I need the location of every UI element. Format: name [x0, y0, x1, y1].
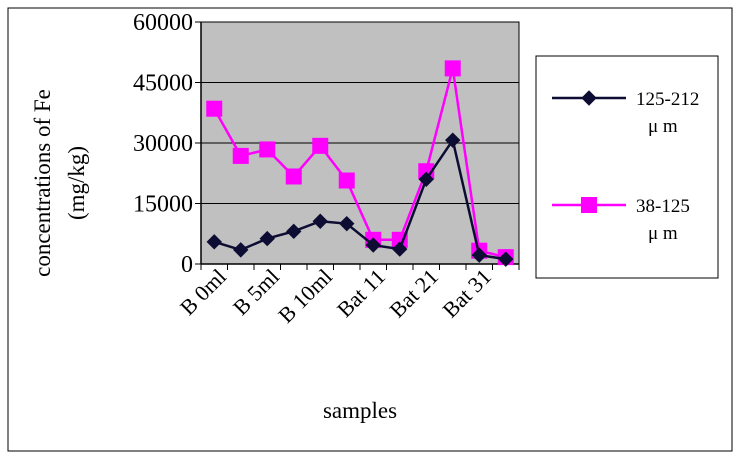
- y-tick-label: 45000: [133, 71, 193, 97]
- y-axis-title-line-1: concentrations of Fe: [30, 89, 55, 277]
- gridlines: [201, 21, 519, 204]
- series-2-point: [312, 137, 329, 154]
- x-axis-title: samples: [323, 398, 397, 423]
- series-2-point: [259, 141, 276, 158]
- legend: 125-212 μ m 38-125 μ m: [535, 55, 719, 279]
- legend-label-unit: μ m: [648, 116, 678, 137]
- legend-label-unit: μ m: [648, 223, 678, 244]
- series-1-point: [312, 213, 328, 229]
- y-tick-label: 60000: [133, 10, 193, 36]
- series-1-point: [206, 234, 222, 250]
- series-1-point: [498, 251, 514, 267]
- series-2-point: [206, 100, 223, 117]
- series-2-point: [232, 147, 249, 164]
- series-1-point: [286, 223, 302, 240]
- y-tick-label: 0: [181, 252, 193, 278]
- legend-item-2: 38-125 μ m: [552, 196, 690, 244]
- legend-item-1: 125-212 μ m: [552, 89, 699, 137]
- series-1-point: [339, 215, 355, 232]
- series-1-point: [445, 132, 461, 148]
- series-2-point: [285, 168, 302, 185]
- series-1-point: [365, 237, 381, 253]
- series-1-point: [471, 247, 487, 263]
- y-tick-label: 15000: [133, 192, 193, 218]
- y-tick-label: 30000: [133, 131, 193, 157]
- legend-box: [535, 55, 719, 279]
- series-1-point: [259, 230, 275, 247]
- series-2-point: [338, 172, 355, 189]
- y-axis-ticks: 0 15000 30000 45000 60000: [133, 10, 201, 278]
- series-1-point: [392, 241, 408, 257]
- series-1: [206, 132, 514, 267]
- legend-swatch-marker: [581, 197, 597, 213]
- y-axis-title-line-2: (mg/kg): [64, 146, 89, 220]
- legend-label: 125-212: [636, 89, 699, 110]
- series-1-point: [418, 171, 434, 188]
- series-2-point: [444, 60, 461, 77]
- y-axis-title: concentrations of Fe (mg/kg): [30, 89, 89, 277]
- series-layer: [206, 60, 514, 267]
- legend-label: 38-125: [636, 196, 690, 217]
- legend-swatch-marker: [581, 90, 597, 106]
- series-1-point: [233, 242, 249, 258]
